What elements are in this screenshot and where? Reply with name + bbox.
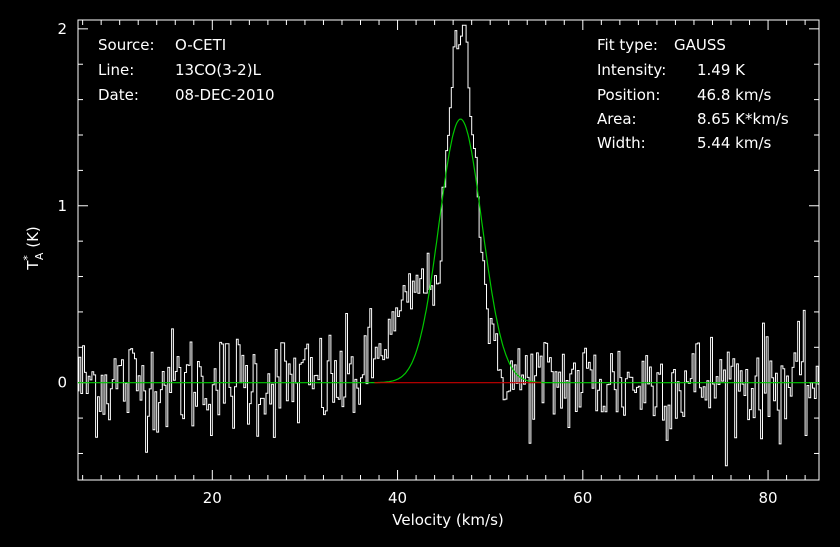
x-tick-labels: 20 40 60 80	[203, 489, 778, 507]
area-label: Area:	[597, 110, 637, 128]
x-tick-label: 20	[203, 489, 222, 507]
intensity-label: Intensity:	[597, 61, 666, 79]
line-value: 13CO(3-2)L	[175, 61, 262, 79]
y-tick-label: 0	[57, 374, 67, 392]
fit-type-value: GAUSS	[674, 36, 726, 54]
width-label: Width:	[597, 134, 646, 152]
source-value: O-CETI	[175, 36, 226, 54]
position-value: 46.8 km/s	[697, 86, 772, 104]
intensity-value: 1.49 K	[697, 61, 746, 79]
x-tick-label: 80	[759, 489, 778, 507]
x-axis-label: Velocity (km/s)	[392, 511, 503, 529]
y-tick-label: 2	[57, 20, 67, 38]
date-label: Date:	[98, 86, 139, 104]
y-axis-label: T*A (K)	[21, 226, 46, 271]
width-value: 5.44 km/s	[697, 134, 772, 152]
area-value: 8.65 K*km/s	[697, 110, 789, 128]
spectrum-trace	[78, 24, 819, 467]
date-value: 08-DEC-2010	[175, 86, 275, 104]
y-tick-label: 1	[57, 197, 67, 215]
source-label: Source:	[98, 36, 155, 54]
line-label: Line:	[98, 61, 134, 79]
plot-frame	[77, 19, 820, 481]
gaussian-fit-curve	[78, 118, 819, 384]
axis-ticks	[78, 20, 819, 480]
fit-type-label: Fit type:	[597, 36, 658, 54]
position-label: Position:	[597, 86, 660, 104]
x-tick-label: 60	[573, 489, 592, 507]
y-tick-labels: 0 1 2	[57, 20, 67, 392]
x-tick-label: 40	[388, 489, 407, 507]
